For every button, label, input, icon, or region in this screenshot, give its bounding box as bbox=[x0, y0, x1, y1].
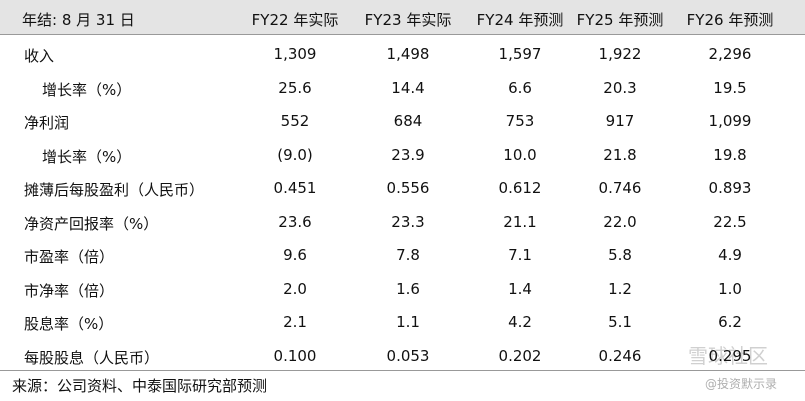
cell: 4.2 bbox=[508, 313, 532, 331]
cell: 1.2 bbox=[608, 279, 632, 298]
row-label: 每股股息（人民币） bbox=[24, 348, 160, 367]
cell: 1,597 bbox=[498, 45, 542, 63]
row-label: 增长率（%） bbox=[42, 80, 132, 99]
cell: 1.1 bbox=[396, 313, 420, 331]
cell: 1.4 bbox=[508, 279, 532, 298]
cell: (9.0) bbox=[277, 145, 313, 164]
cell: 23.3 bbox=[391, 212, 425, 231]
cell: 0.746 bbox=[598, 179, 642, 197]
cell: 2.1 bbox=[283, 313, 307, 331]
cell: 0.893 bbox=[708, 179, 752, 197]
cell: 14.4 bbox=[391, 78, 425, 97]
column-header: FY25 年预测 bbox=[576, 11, 664, 29]
row-label: 净资产回报率（%） bbox=[24, 214, 159, 233]
cell: 23.6 bbox=[278, 212, 312, 231]
cell: 22.0 bbox=[603, 212, 637, 231]
row-label: 净利润 bbox=[24, 114, 70, 132]
cell: 25.6 bbox=[278, 78, 312, 97]
cell: 1.0 bbox=[718, 279, 742, 298]
cell: 1,498 bbox=[386, 45, 430, 63]
cell: 1,309 bbox=[273, 45, 317, 63]
column-header: FY26 年预测 bbox=[686, 11, 774, 29]
cell: 917 bbox=[605, 112, 635, 130]
source: 来源：公司资料、中泰国际研究部预测 bbox=[12, 377, 268, 395]
row-label: 市盈率（倍） bbox=[24, 248, 115, 266]
cell: 1.6 bbox=[396, 279, 420, 298]
cell: 6.6 bbox=[508, 78, 532, 97]
cell: 0.295 bbox=[708, 346, 752, 365]
header-band bbox=[0, 0, 805, 35]
cell: 6.2 bbox=[718, 313, 742, 331]
cell: 7.8 bbox=[396, 246, 420, 264]
cell: 0.451 bbox=[273, 179, 317, 197]
watermark-brand: 雪球社区 bbox=[688, 344, 768, 368]
cell: 7.1 bbox=[508, 246, 532, 264]
watermark-handle: @投资默示录 bbox=[705, 377, 778, 391]
cell: 23.9 bbox=[391, 145, 425, 164]
cell: 10.0 bbox=[503, 145, 537, 164]
cell: 753 bbox=[505, 112, 535, 130]
cell: 1,099 bbox=[708, 112, 752, 130]
cell: 552 bbox=[280, 112, 310, 130]
row-label: 摊薄后每股盈利（人民币） bbox=[24, 181, 205, 199]
cell: 4.9 bbox=[718, 246, 742, 264]
cell: 1,922 bbox=[598, 45, 642, 63]
cell: 0.246 bbox=[598, 346, 642, 365]
cell: 0.202 bbox=[498, 346, 542, 365]
cell: 5.1 bbox=[608, 313, 632, 331]
rule bbox=[0, 370, 805, 371]
cell: 0.612 bbox=[498, 179, 542, 197]
corner-label: 年结: 8 月 31 日 bbox=[22, 11, 135, 29]
cell: 5.8 bbox=[608, 246, 632, 264]
row-label: 收入 bbox=[24, 47, 55, 65]
cell: 19.5 bbox=[713, 78, 747, 97]
column-header: FY24 年预测 bbox=[476, 11, 564, 29]
cell: 684 bbox=[393, 112, 423, 130]
row-label: 增长率（%） bbox=[42, 147, 132, 166]
cell: 2.0 bbox=[283, 279, 307, 298]
cell: 0.556 bbox=[386, 179, 430, 197]
cell: 0.053 bbox=[386, 346, 430, 365]
cell: 0.100 bbox=[273, 346, 317, 365]
cell: 21.8 bbox=[603, 145, 637, 164]
cell: 21.1 bbox=[503, 212, 537, 231]
cell: 2,296 bbox=[708, 45, 752, 63]
cell: 9.6 bbox=[283, 246, 307, 264]
column-header: FY22 年实际 bbox=[251, 11, 339, 29]
row-label: 股息率（%） bbox=[24, 315, 114, 333]
row-label: 市净率（倍） bbox=[24, 281, 115, 300]
cell: 22.5 bbox=[713, 212, 747, 231]
cell: 20.3 bbox=[603, 78, 637, 97]
column-header: FY23 年实际 bbox=[364, 11, 452, 29]
cell: 19.8 bbox=[713, 145, 747, 164]
